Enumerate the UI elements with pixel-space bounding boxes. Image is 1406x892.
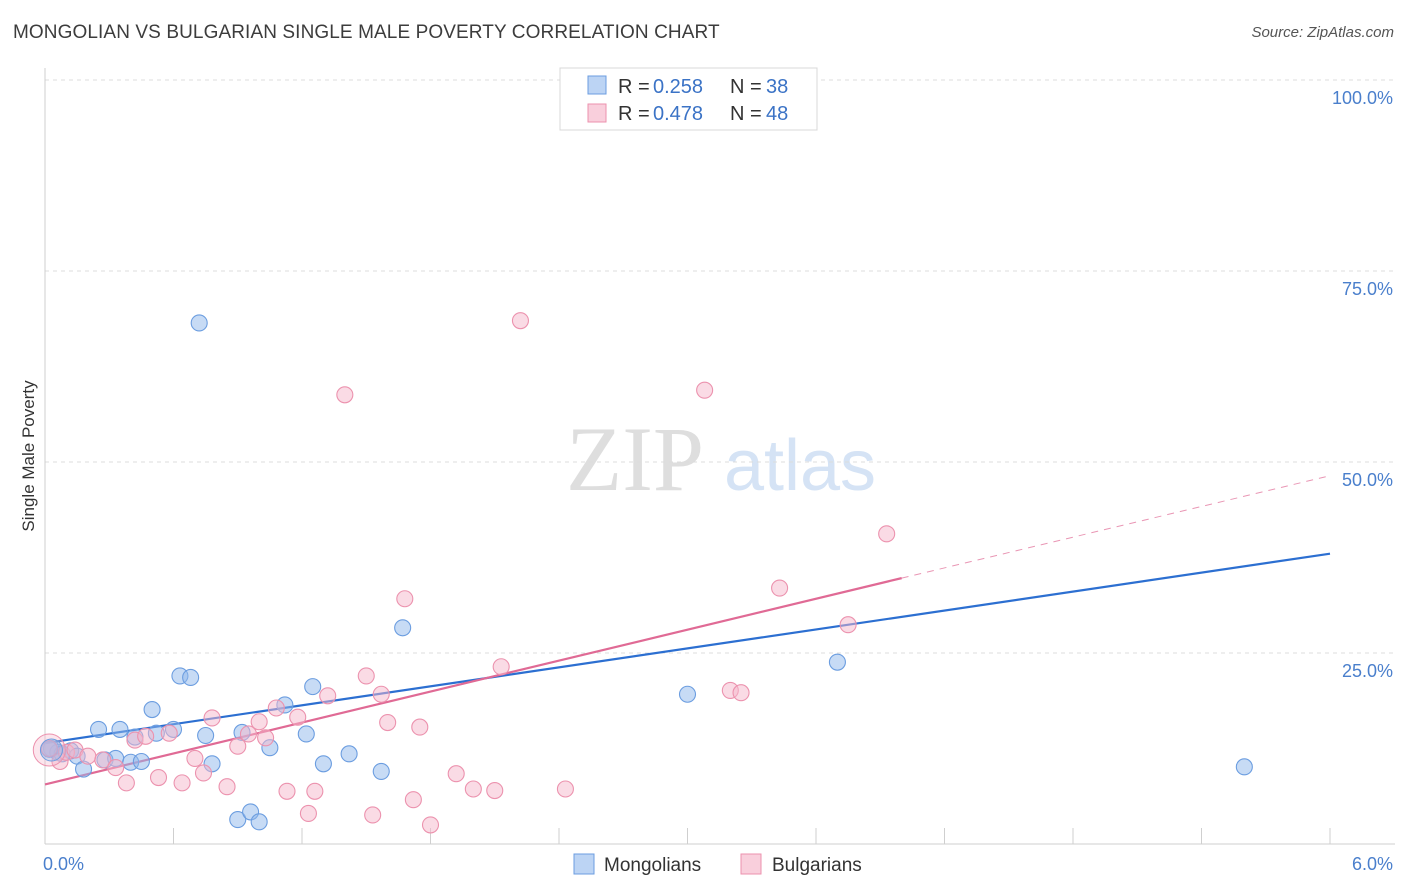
point-bulgarians	[229, 737, 247, 755]
point-bulgarians	[878, 525, 896, 543]
point-bulgarians	[447, 765, 465, 783]
point-mongolians	[132, 752, 150, 771]
grid-lines	[45, 79, 1395, 654]
point-mongolians	[372, 762, 390, 780]
point-bulgarians	[149, 768, 168, 787]
point-bulgarians	[511, 312, 530, 330]
point-mongolians	[394, 619, 412, 637]
point-bulgarians	[40, 739, 58, 758]
point-bulgarians	[79, 747, 97, 765]
point-bulgarians	[411, 718, 429, 736]
point-cluster-mongolians	[39, 738, 63, 762]
point-bulgarians	[404, 791, 422, 809]
point-cluster-bulgarians	[32, 733, 66, 767]
y-tick-label: 100.0%	[1332, 88, 1393, 108]
point-mongolians	[111, 720, 129, 738]
data-points	[32, 71, 1253, 834]
y-tick-label: 50.0%	[1342, 470, 1393, 490]
chart-title: MONGOLIAN VS BULGARIAN SINGLE MALE POVER…	[13, 22, 720, 43]
point-mongolians	[229, 811, 247, 829]
point-bulgarians	[464, 780, 482, 798]
point-bulgarians	[364, 806, 382, 824]
y-tick-label: 25.0%	[1342, 661, 1393, 681]
legend-swatch-mongolians	[587, 75, 607, 95]
point-mongolians	[89, 720, 108, 738]
point-bulgarians	[556, 780, 574, 798]
bottom-legend: Mongolians Bulgarians	[573, 853, 862, 876]
legend-r-label-2: R =	[618, 103, 650, 125]
point-bulgarians	[160, 724, 178, 742]
point-bulgarians	[396, 590, 414, 608]
legend-r-label-1: R =	[618, 76, 650, 98]
point-bulgarians	[137, 727, 155, 745]
legend-r-value-1: 0.258	[653, 76, 703, 98]
legend-swatch-bulgarians	[587, 103, 607, 123]
x-tick-label: 0.0%	[43, 854, 84, 874]
point-bulgarians	[299, 804, 317, 822]
legend-n-label-2: N =	[730, 103, 762, 125]
bottom-legend-swatch-bulgarians	[740, 853, 762, 875]
point-mongolians	[250, 813, 268, 831]
point-mongolians	[197, 726, 215, 745]
point-bulgarians	[379, 713, 397, 732]
point-bulgarians	[696, 381, 714, 399]
point-bulgarians	[289, 708, 307, 726]
legend-n-label-1: N =	[730, 76, 762, 98]
bottom-legend-label-bulgarians: Bulgarians	[772, 855, 862, 876]
point-bulgarians	[839, 616, 857, 634]
point-bulgarians	[357, 667, 375, 685]
point-mongolians	[314, 755, 332, 773]
trend-line-extension-bulgarians	[901, 475, 1331, 579]
legend-n-value-2: 48	[766, 103, 788, 125]
trend-line-bulgarians	[44, 577, 902, 786]
watermark-atlas: atlas	[724, 426, 876, 506]
point-mongolians	[297, 725, 315, 743]
point-mongolians	[190, 314, 208, 332]
trend-lines	[44, 475, 1331, 786]
y-tick-label: 75.0%	[1342, 279, 1393, 299]
point-bulgarians	[319, 687, 337, 705]
tick-labels: 25.0% 50.0% 75.0% 100.0% 0.0% 6.0%	[43, 88, 1393, 874]
point-mongolians	[340, 745, 358, 763]
point-bulgarians	[194, 764, 213, 782]
point-bulgarians	[372, 685, 390, 703]
bottom-legend-label-mongolians: Mongolians	[604, 855, 701, 876]
point-mongolians	[678, 685, 697, 703]
point-bulgarians	[306, 782, 324, 800]
point-mongolians	[1235, 758, 1253, 776]
point-bulgarians	[732, 684, 750, 702]
x-tick-label: 6.0%	[1352, 854, 1393, 874]
legend-n-value-1: 38	[766, 76, 788, 98]
point-bulgarians	[267, 699, 285, 717]
point-bulgarians	[486, 781, 504, 800]
legend-r-value-2: 0.478	[653, 103, 703, 125]
point-bulgarians	[117, 774, 135, 792]
chart-source: Source: ZipAtlas.com	[1251, 24, 1394, 41]
watermark: ZIP atlas	[566, 408, 876, 510]
point-bulgarians	[421, 816, 440, 834]
trend-line-mongolians	[44, 552, 1331, 745]
point-bulgarians	[94, 751, 112, 769]
legend: R = 0.258 N = 38 R = 0.478 N = 48	[559, 67, 818, 131]
point-bulgarians	[239, 725, 258, 743]
point-mongolians	[828, 653, 846, 671]
point-bulgarians	[173, 774, 191, 792]
watermark-zip: ZIP	[566, 408, 704, 510]
point-bulgarians	[250, 713, 268, 731]
point-mongolians	[182, 668, 200, 686]
point-mongolians	[304, 678, 322, 696]
point-bulgarians	[336, 386, 354, 404]
point-mongolians	[143, 700, 161, 719]
point-bulgarians	[257, 729, 275, 747]
y-axis-label: Single Male Poverty	[19, 380, 38, 532]
point-bulgarians	[107, 759, 125, 777]
point-bulgarians	[186, 749, 204, 767]
point-bulgarians	[492, 658, 510, 676]
bottom-legend-swatch-mongolians	[573, 853, 595, 875]
point-bulgarians	[771, 579, 789, 597]
point-bulgarians	[203, 709, 221, 727]
point-bulgarians	[278, 782, 296, 800]
point-bulgarians	[218, 778, 236, 796]
